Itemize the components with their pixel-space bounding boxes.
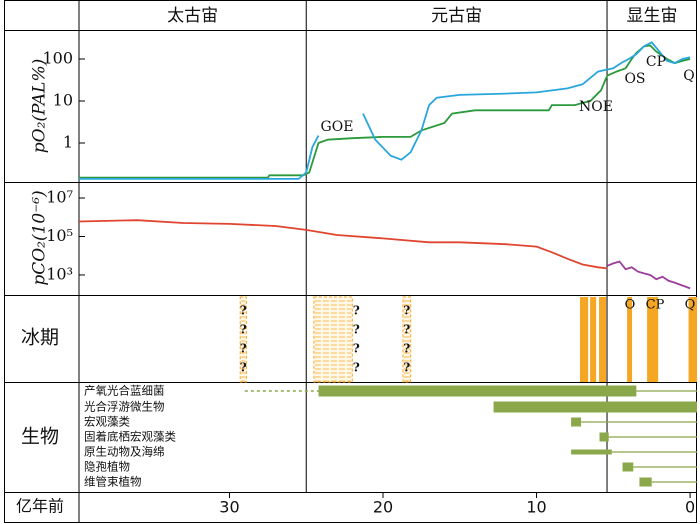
eon-label: 元古宙	[431, 6, 482, 26]
uncertain-glaciation	[402, 296, 412, 383]
question-mark: ?	[240, 342, 247, 356]
y-tick-label: 10⁵	[46, 226, 73, 245]
y-tick-label: 10³	[46, 264, 73, 283]
glaciation	[590, 297, 597, 382]
eon-label: 显生宙	[627, 6, 678, 26]
question-mark: ?	[353, 361, 360, 375]
taxon-label: 隐孢植物	[84, 460, 130, 474]
question-mark: ?	[403, 304, 410, 318]
y-tick-label: 100	[42, 48, 73, 67]
x-axis-label: 亿年前	[16, 497, 64, 516]
question-mark: ?	[240, 361, 247, 375]
data-line	[78, 219, 608, 270]
question-mark: ?	[403, 361, 410, 375]
y-axis-label: pO₂(PAL%)	[30, 59, 50, 154]
annotation: NOE	[579, 99, 613, 115]
question-mark: ?	[240, 304, 247, 318]
y-axis-label: pCO₂(10⁻⁶)	[30, 190, 50, 285]
taxon-label: 光合浮游微生物	[84, 400, 165, 414]
question-mark: ?	[240, 323, 247, 337]
frame	[4, 0, 697, 523]
row-label: 生物	[21, 426, 59, 448]
question-mark: ?	[403, 342, 410, 356]
data-line	[79, 41, 691, 180]
glaciation	[647, 297, 659, 382]
x-tick-label: 10	[526, 498, 546, 517]
y-tick-label: 1	[63, 133, 73, 152]
annotation: OS	[624, 71, 645, 87]
y-tick-label: 10⁷	[46, 188, 73, 207]
annotation: O	[625, 298, 636, 313]
range-bar	[571, 449, 612, 455]
x-tick-label: 20	[373, 498, 393, 517]
taxon-label: 产氧光合蓝细菌	[84, 384, 165, 398]
range-bar	[493, 401, 697, 413]
taxon-label: 宏观藻类	[84, 415, 130, 429]
annotation: CP	[646, 298, 665, 313]
glaciation	[688, 297, 697, 382]
range-bar	[622, 462, 634, 472]
eon-label: 太古宙	[167, 6, 218, 26]
uncertain-glaciation	[313, 296, 353, 383]
question-mark: ?	[403, 323, 410, 337]
glaciation	[627, 297, 633, 382]
glaciation	[580, 297, 589, 382]
question-mark: ?	[353, 342, 360, 356]
x-tick-label: 30	[219, 498, 239, 517]
annotation: Q	[685, 298, 696, 313]
question-mark: ?	[353, 304, 360, 318]
y-tick-label: 10	[53, 91, 73, 110]
taxon-label: 原生动物及海绵	[84, 445, 165, 459]
question-mark: ?	[353, 323, 360, 337]
data-line	[606, 260, 691, 290]
taxon-label: 固着底栖宏观藻类	[84, 430, 176, 444]
annotation: GOE	[321, 119, 354, 135]
glaciation	[599, 297, 607, 382]
range-bar	[599, 432, 609, 442]
annotation: Q	[683, 68, 694, 84]
taxon-label: 维管束植物	[84, 475, 142, 489]
x-tick-label: 0	[685, 498, 695, 517]
range-bar	[639, 477, 652, 487]
annotation: CP	[646, 54, 666, 70]
uncertain-glaciation	[239, 296, 247, 383]
range-bar	[571, 417, 582, 427]
range-bar	[318, 385, 637, 397]
row-label: 冰期	[21, 327, 59, 349]
